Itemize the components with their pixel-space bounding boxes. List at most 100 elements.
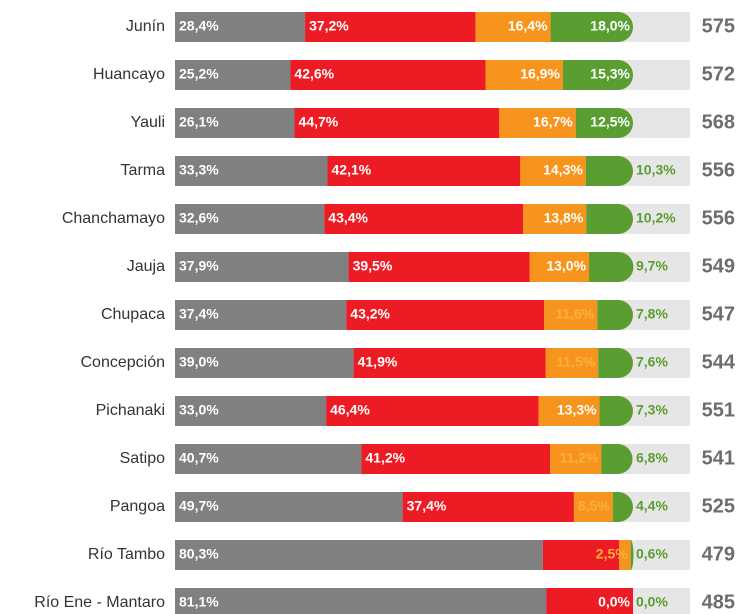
bar-segment <box>175 252 349 282</box>
value-label: 42,6% <box>294 66 334 82</box>
bar-segment <box>597 300 633 330</box>
category-label: Satipo <box>120 450 165 467</box>
bar-segment <box>324 204 524 234</box>
bar-segment <box>619 540 631 570</box>
value-label: 43,2% <box>350 306 390 322</box>
category-label: Junín <box>126 18 165 35</box>
bar-segment <box>175 300 347 330</box>
value-label: 18,9% <box>590 594 630 610</box>
value-label: 4,4% <box>636 498 668 514</box>
category-label: Chupaca <box>101 306 165 323</box>
category-label: Río Tambo <box>88 546 165 563</box>
category-label: Pichanaki <box>96 402 165 419</box>
value-label: 11,5% <box>556 354 595 370</box>
value-label: 2,5% <box>596 546 628 562</box>
value-label: 10,3% <box>636 162 676 178</box>
value-label: 39,0% <box>179 354 219 370</box>
bar-segment <box>175 348 354 378</box>
value-label: 16,9% <box>520 66 560 82</box>
value-label: 41,9% <box>358 354 398 370</box>
value-label: 37,4% <box>407 498 447 514</box>
bar-segment <box>175 396 327 426</box>
category-label: Yauli <box>131 114 165 131</box>
value-label: 28,4% <box>179 18 219 34</box>
value-label: 11,2% <box>559 450 598 466</box>
value-label: 39,5% <box>353 258 393 274</box>
bar-segment <box>361 444 551 474</box>
value-label: 0,0% <box>636 594 668 610</box>
value-label: 25,2% <box>179 66 219 82</box>
bar-segment <box>485 60 563 90</box>
value-label: 18,0% <box>590 18 630 34</box>
total-label: 547 <box>702 303 735 325</box>
bar-segment <box>612 492 633 522</box>
value-label: 9,7% <box>636 258 668 274</box>
value-label: 13,3% <box>557 402 597 418</box>
bar-segment <box>575 108 633 138</box>
category-label: Jauja <box>127 258 165 275</box>
bar-segment <box>542 540 620 570</box>
bar-segment <box>523 204 587 234</box>
bar-segment <box>290 60 486 90</box>
bar-segment <box>529 252 590 282</box>
bar-segment <box>175 492 403 522</box>
value-label: 8,5% <box>578 498 610 514</box>
value-label: 32,6% <box>179 210 219 226</box>
value-label: 10,2% <box>636 210 676 226</box>
value-label: 37,2% <box>309 18 349 34</box>
total-label: 568 <box>702 111 735 133</box>
bar-segment <box>305 12 476 42</box>
value-label: 13,8% <box>544 210 584 226</box>
bar-segment <box>294 108 500 138</box>
bar-segment <box>550 12 633 42</box>
value-label: 49,7% <box>179 498 219 514</box>
value-label: 7,8% <box>636 306 668 322</box>
total-label: 525 <box>702 495 735 517</box>
value-label: 6,8% <box>636 450 668 466</box>
value-label: 14,3% <box>543 162 583 178</box>
value-label: 16,7% <box>577 546 617 562</box>
value-label: 43,4% <box>328 210 368 226</box>
value-label: 7,3% <box>636 402 668 418</box>
bar-segment <box>599 396 633 426</box>
value-label: 42,1% <box>332 162 372 178</box>
bar-segment <box>175 60 291 90</box>
category-label: Chanchamayo <box>62 210 165 227</box>
value-label: 41,2% <box>365 450 405 466</box>
total-label: 556 <box>702 159 735 181</box>
bar-segment <box>353 348 546 378</box>
value-label: 0,0% <box>598 594 630 610</box>
value-label: 15,3% <box>590 66 630 82</box>
category-label: Concepción <box>81 354 166 371</box>
bar-segment <box>175 156 328 186</box>
bar-segment <box>475 12 551 42</box>
value-label: 26,1% <box>179 114 219 130</box>
value-label: 80,3% <box>179 546 219 562</box>
value-label: 44,7% <box>299 114 339 130</box>
value-label: 7,6% <box>636 354 668 370</box>
total-label: 479 <box>702 543 735 565</box>
bar-segment <box>520 156 586 186</box>
category-label: Tarma <box>121 162 166 179</box>
value-label: 11,6% <box>555 306 594 322</box>
value-label: 16,4% <box>508 18 548 34</box>
value-label: 81,1% <box>179 594 219 610</box>
bar-segment <box>175 204 325 234</box>
value-label: 12,5% <box>590 114 630 130</box>
bar-segment <box>544 300 598 330</box>
bar-segment <box>630 540 634 570</box>
bar-segment <box>346 300 545 330</box>
bar-segment <box>175 540 543 570</box>
bar-segment <box>546 588 633 614</box>
bar-segment <box>175 108 295 138</box>
total-label: 572 <box>702 63 735 85</box>
bar-segment <box>585 156 633 186</box>
bar-segment <box>402 492 574 522</box>
bar-segment <box>589 252 634 282</box>
total-label: 544 <box>702 351 736 373</box>
category-label: Río Ene - Mantaro <box>34 594 165 611</box>
value-label: 37,9% <box>179 258 219 274</box>
total-label: 549 <box>702 255 735 277</box>
category-label: Pangoa <box>110 498 165 515</box>
